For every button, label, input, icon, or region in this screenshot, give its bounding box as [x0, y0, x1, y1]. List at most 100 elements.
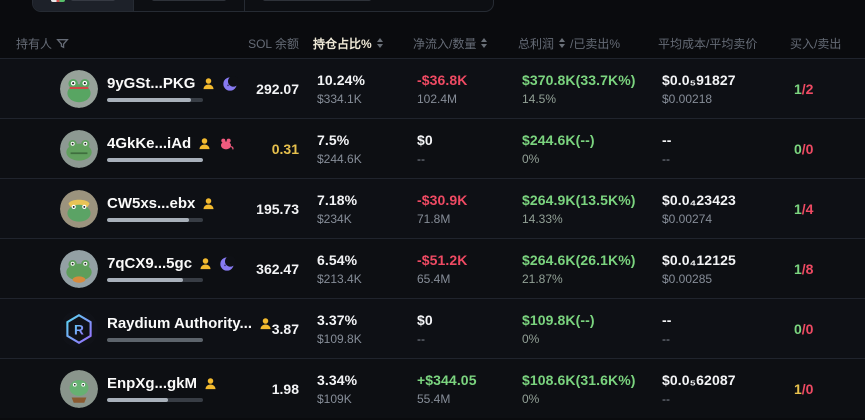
- person-icon[interactable]: [258, 316, 273, 331]
- col-buy-sell[interactable]: 买入/卖出: [790, 35, 841, 52]
- col-profit[interactable]: 总利润 /已卖出%: [518, 35, 658, 52]
- netflow-cell: $0 --: [413, 132, 518, 166]
- person-icon[interactable]: [197, 136, 212, 151]
- table-row[interactable]: EnpXg...gkM 1.98 3.34% $109K +$344.05 55…: [0, 358, 865, 418]
- table-row[interactable]: R Raydium Authority... 3.87 3.37% $109.8…: [0, 298, 865, 358]
- col-avg-cost[interactable]: 平均成本/平均卖价: [658, 35, 790, 52]
- avg-cost: --: [662, 131, 672, 148]
- person-icon[interactable]: [198, 256, 213, 271]
- sold-pct: 14.5%: [522, 91, 557, 106]
- table-row[interactable]: 4GkKe...iAd 0.31 7.5% $244.6K $0 -- $244…: [0, 118, 865, 178]
- holder-address[interactable]: 7qCX9...5gc: [107, 255, 193, 272]
- avg-cost: $0.0₄23423: [662, 191, 736, 208]
- table-header: 持有人 SOL 余额 持仓占比% 净流入/数量 总利润 /已卖出% 平均成本/平…: [0, 14, 865, 58]
- col-sol-balance[interactable]: SOL 余额: [247, 35, 313, 52]
- col-holder[interactable]: 持有人: [16, 35, 247, 52]
- filter-icon[interactable]: [56, 37, 69, 50]
- holder-address[interactable]: EnpXg...gkM: [107, 375, 197, 392]
- buy-sell-cell: 1/0: [790, 381, 838, 397]
- total-profit: $264.9K(13.5K%): [522, 191, 636, 208]
- tab-holders[interactable]: [33, 0, 134, 11]
- tab-3[interactable]: [245, 0, 389, 11]
- buy-count: 1: [794, 260, 802, 277]
- netflow-cell: +$344.05 55.4M: [413, 372, 518, 406]
- avg-sell-price: --: [662, 151, 670, 166]
- tab-2[interactable]: [134, 0, 245, 11]
- position-pct: 7.18%: [317, 191, 358, 208]
- position-value: $109.8K: [317, 331, 362, 346]
- holding-bar: [107, 158, 203, 162]
- buy-sell-cell: 1/2: [790, 81, 838, 97]
- col-profit-label: 总利润: [518, 36, 555, 51]
- position-value: $109K: [317, 391, 352, 406]
- position-cell: 10.24% $334.1K: [313, 72, 413, 106]
- holder-address[interactable]: 9yGSt...PKG: [107, 75, 196, 92]
- moon-icon[interactable]: [219, 255, 236, 272]
- avg-cost-cell: $0.0₄12125 $0.00285: [658, 252, 790, 286]
- sell-count: /8: [801, 260, 814, 277]
- netflow-cell: -$36.8K 102.4M: [413, 72, 518, 106]
- tab-label: [152, 0, 226, 1]
- avatar: [60, 369, 98, 408]
- holding-bar: [107, 338, 203, 342]
- buy-sell-cell: 0/0: [790, 141, 838, 157]
- avatar: [60, 249, 98, 288]
- sold-pct: 14.33%: [522, 211, 563, 226]
- table-row[interactable]: CW5xs...ebx 195.73 7.18% $234K -$30.9K 7…: [0, 178, 865, 238]
- avg-cost-cell: -- --: [658, 312, 790, 346]
- sold-pct: 0%: [522, 331, 540, 346]
- position-cell: 6.54% $213.4K: [313, 252, 413, 286]
- tab-bar: [0, 0, 865, 14]
- avg-cost: $0.0₅91827: [662, 71, 736, 88]
- netflow-cell: -$30.9K 71.8M: [413, 192, 518, 226]
- person-icon[interactable]: [201, 196, 216, 211]
- holder-address[interactable]: CW5xs...ebx: [107, 195, 196, 212]
- avg-cost: --: [662, 311, 672, 328]
- buy-count: 0: [794, 320, 802, 337]
- avg-sell-price: $0.00274: [662, 211, 713, 226]
- avatar: [60, 69, 98, 108]
- sort-icon[interactable]: [559, 38, 566, 48]
- quantity: --: [417, 331, 425, 346]
- holder-address[interactable]: Raydium Authority...: [107, 315, 253, 332]
- netflow: +$344.05: [417, 371, 477, 388]
- avg-sell-price: $0.00218: [662, 91, 713, 106]
- sort-icon[interactable]: [481, 38, 488, 48]
- profit-cell: $244.6K(--) 0%: [518, 132, 658, 166]
- sell-count: /2: [801, 80, 814, 97]
- avatar: [60, 129, 98, 168]
- sell-count: /0: [801, 140, 814, 157]
- person-icon[interactable]: [201, 76, 216, 91]
- avg-cost-cell: $0.0₅91827 $0.00218: [658, 72, 790, 106]
- holder-address[interactable]: 4GkKe...iAd: [107, 135, 192, 152]
- tab-label: [263, 0, 371, 1]
- sol-balance: 362.47: [256, 260, 299, 277]
- col-position-label: 持仓占比%: [313, 36, 372, 51]
- buy-count: 1: [794, 200, 802, 217]
- quantity: 55.4M: [417, 391, 451, 406]
- quantity: 71.8M: [417, 211, 451, 226]
- col-netflow[interactable]: 净流入/数量: [413, 35, 518, 52]
- total-profit: $108.6K(31.6K%): [522, 371, 636, 388]
- profit-cell: $108.6K(31.6K%) 0%: [518, 372, 658, 406]
- position-pct: 7.5%: [317, 131, 350, 148]
- col-position-pct[interactable]: 持仓占比%: [313, 35, 413, 52]
- tab-label: [71, 0, 115, 1]
- col-netflow-label: 净流入/数量: [413, 36, 477, 51]
- rat-icon[interactable]: [218, 136, 234, 152]
- sort-icon[interactable]: [376, 38, 383, 48]
- buy-count: 1: [794, 380, 802, 397]
- sol-balance: 292.07: [256, 80, 299, 97]
- table-row[interactable]: 7qCX9...5gc 362.47 6.54% $213.4K -$51.2K…: [0, 238, 865, 298]
- moon-icon[interactable]: [222, 75, 239, 92]
- table-row[interactable]: 9yGSt...PKG 292.07 10.24% $334.1K -$36.8…: [0, 58, 865, 118]
- position-cell: 7.18% $234K: [313, 192, 413, 226]
- sol-balance: 1.98: [271, 380, 299, 397]
- person-icon[interactable]: [203, 376, 218, 391]
- position-value: $244.6K: [317, 151, 362, 166]
- sold-pct: 0%: [522, 151, 540, 166]
- tab-icon: [51, 0, 65, 2]
- buy-sell-cell: 1/4: [790, 201, 838, 217]
- sol-balance: 3.87: [271, 320, 299, 337]
- holders-table: 持有人 SOL 余额 持仓占比% 净流入/数量 总利润 /已卖出% 平均成本/平…: [0, 14, 865, 418]
